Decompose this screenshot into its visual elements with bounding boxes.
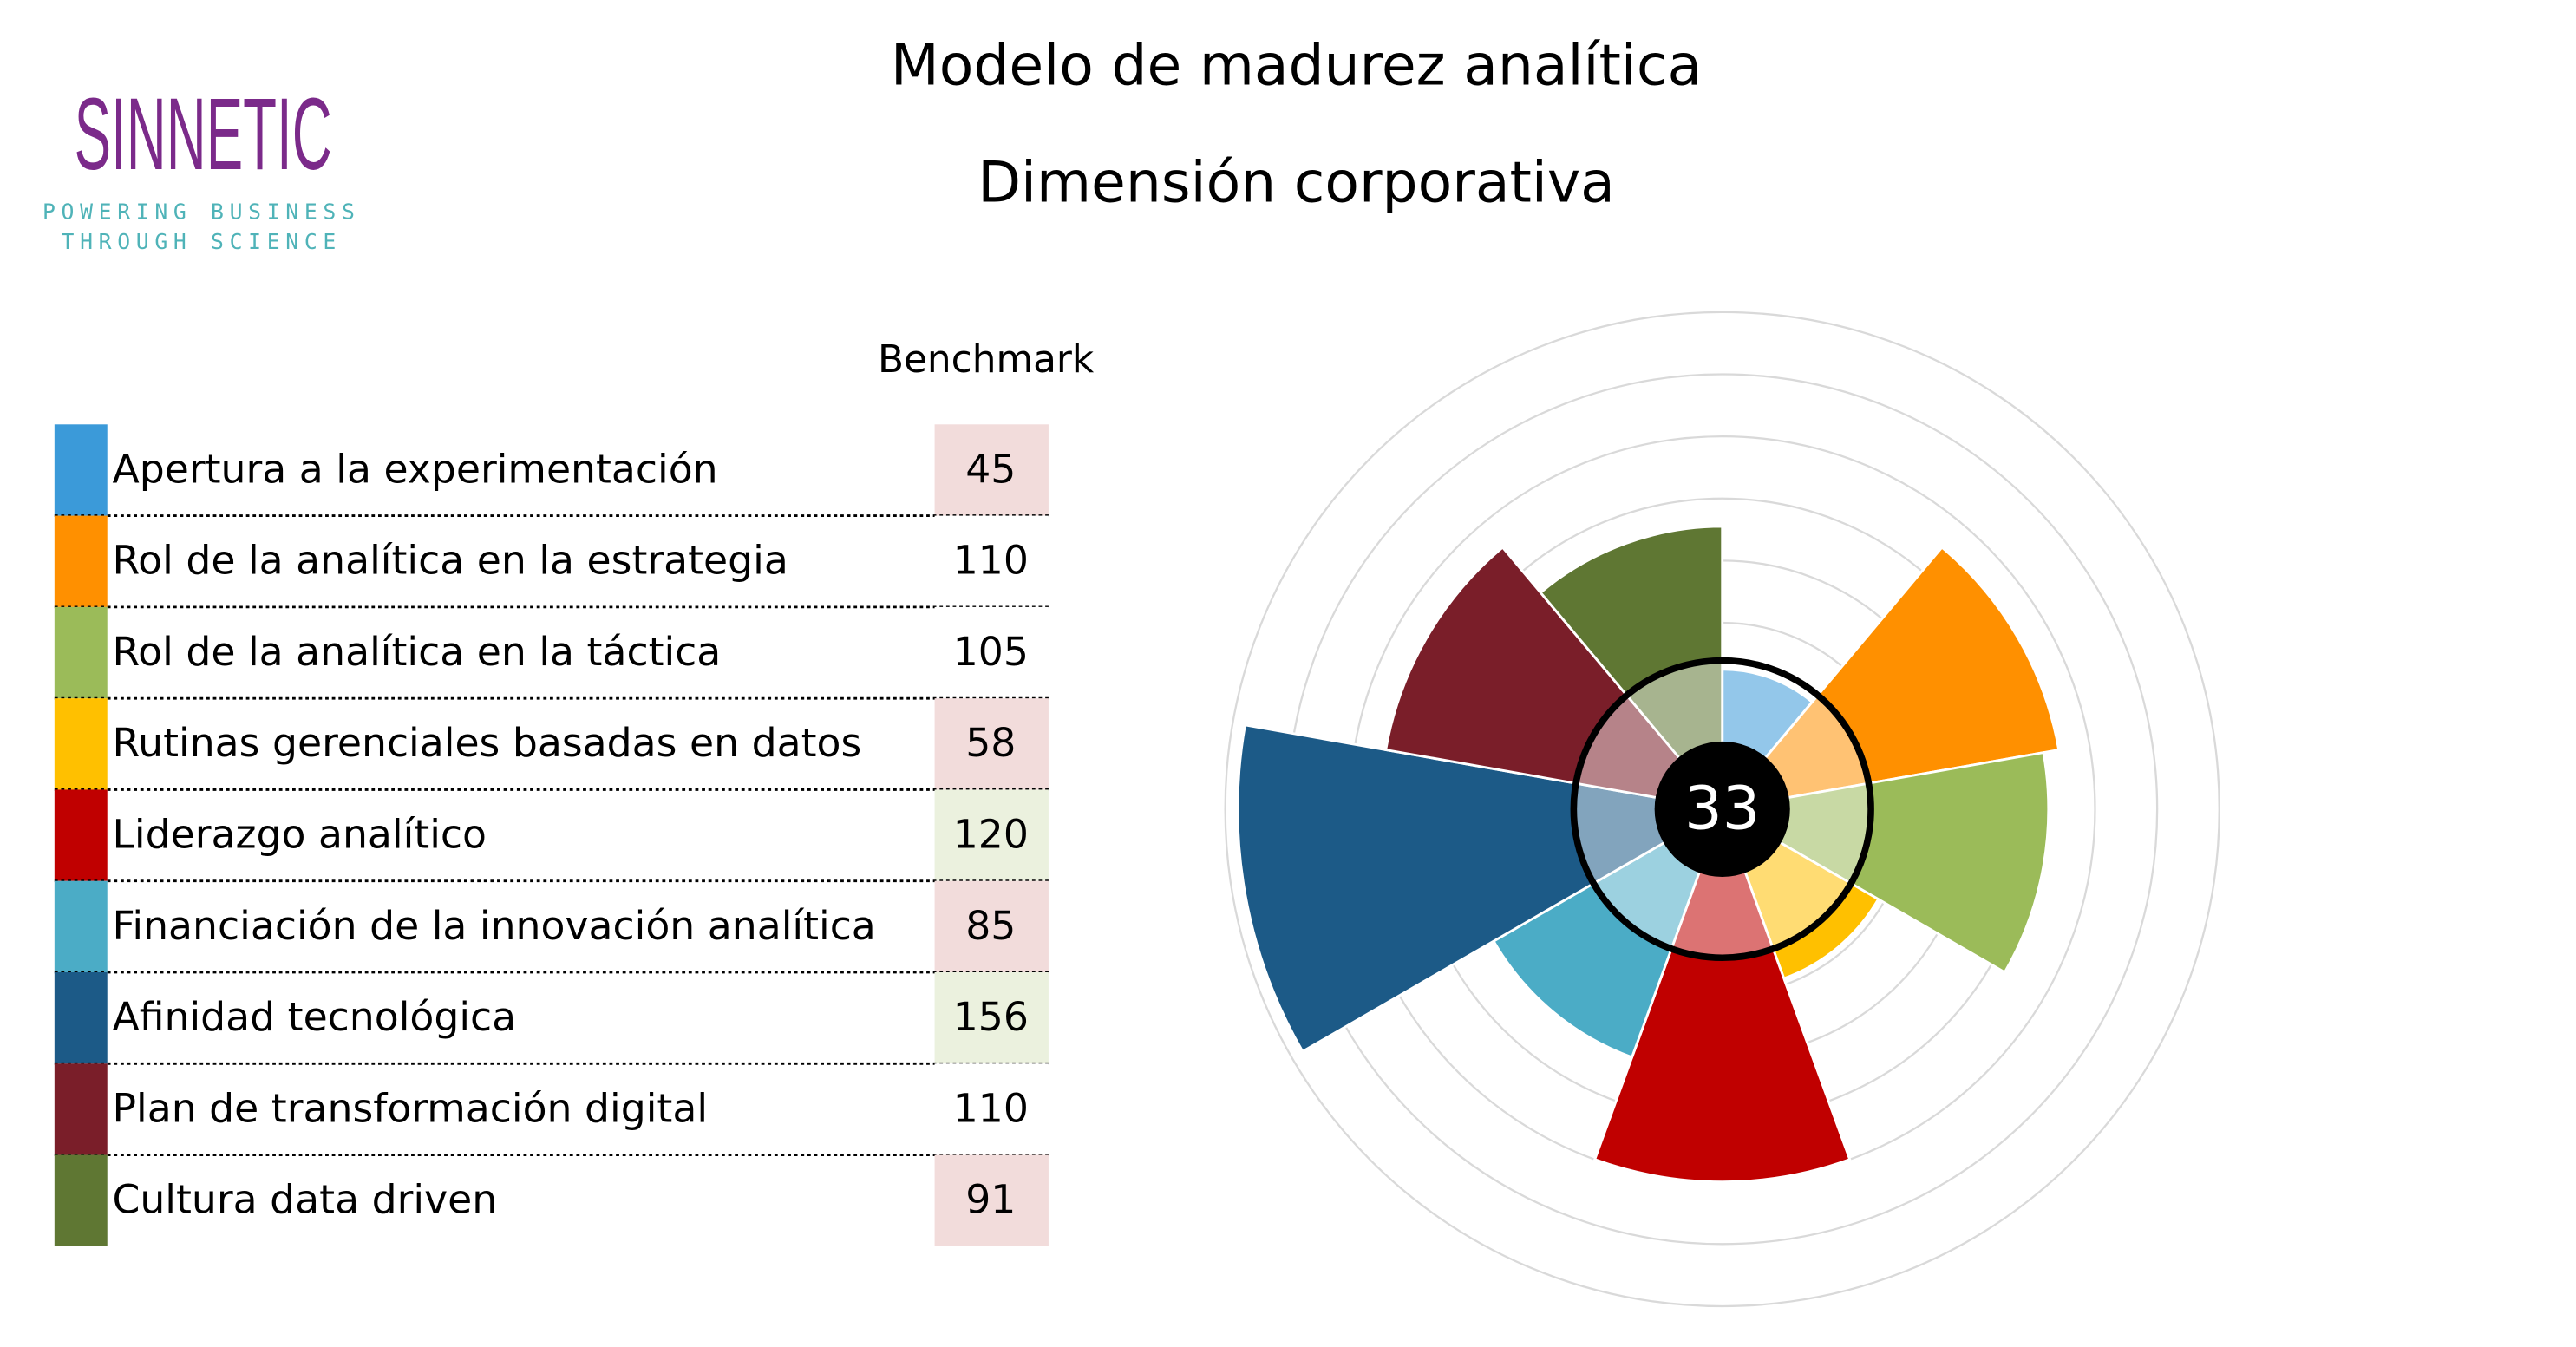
row-label: Rol de la analítica en la estrategia (112, 538, 788, 584)
row-label: Afinidad tecnológica (112, 994, 516, 1040)
wedge (1719, 546, 2061, 811)
color-swatch (54, 515, 108, 607)
color-swatch (54, 789, 108, 881)
polar-chart: 33 (1224, 311, 2220, 1308)
value-cell (934, 698, 1049, 790)
chart-title: Modelo de madurez analítica (891, 34, 1702, 99)
color-swatch (54, 698, 108, 790)
row-label: Cultura data driven (112, 1177, 497, 1223)
row-value: 110 (953, 538, 1029, 584)
legend-table: Apertura a la experimentación 45 Rol de la… (54, 424, 1049, 1246)
wedge (1492, 806, 1725, 1059)
wedge (1539, 525, 1724, 813)
row-label: Plan de transformación digital (112, 1085, 708, 1131)
row-label: Rol de la analítica en la táctica (112, 629, 721, 675)
score-ring (1570, 657, 1874, 962)
row-value: 105 (953, 629, 1029, 675)
value-cell (934, 789, 1049, 881)
wedge (1718, 750, 2050, 974)
value-cell (934, 1154, 1049, 1246)
chart-subtitle: Dimensión corporativa (977, 151, 1615, 216)
row-value: 85 (965, 903, 1016, 949)
row-label: Rutinas gerenciales basadas en datos (112, 720, 861, 766)
wedge (1592, 805, 1852, 1184)
value-cell (934, 972, 1049, 1064)
row-value: 91 (965, 1177, 1016, 1223)
value-cell (934, 880, 1049, 973)
logo-tagline: POWERING BUSINESS (42, 199, 361, 225)
value-cell (934, 515, 1049, 607)
row-label: Financiación de la innovación analítica (112, 903, 875, 949)
wedge (1236, 723, 1726, 1054)
row-value: 58 (965, 720, 1016, 766)
grid-circle (1224, 311, 2220, 1308)
score: 33 (1684, 775, 1760, 844)
logo-tagline: THROUGH SCIENCE (62, 229, 342, 254)
row-value: 110 (953, 1085, 1029, 1131)
logo-name: SINNETIC (75, 77, 332, 192)
row-label: Apertura a la experimentación (112, 446, 717, 492)
wedge (1384, 546, 1726, 811)
score-disk (1654, 741, 1790, 877)
row-value: 156 (953, 994, 1029, 1040)
column-header: Benchmark (878, 337, 1095, 382)
color-swatch (54, 1063, 108, 1155)
color-swatch (54, 972, 108, 1064)
color-swatch (54, 1154, 108, 1246)
row-label: Liderazgo analítico (112, 811, 487, 857)
value-cell (934, 424, 1049, 516)
value-cell (934, 1063, 1049, 1155)
color-swatch (54, 880, 108, 973)
color-swatch (54, 606, 108, 699)
value-cell (934, 606, 1049, 699)
color-swatch (54, 424, 108, 516)
row-value: 45 (965, 446, 1016, 492)
row-value: 120 (953, 811, 1029, 857)
